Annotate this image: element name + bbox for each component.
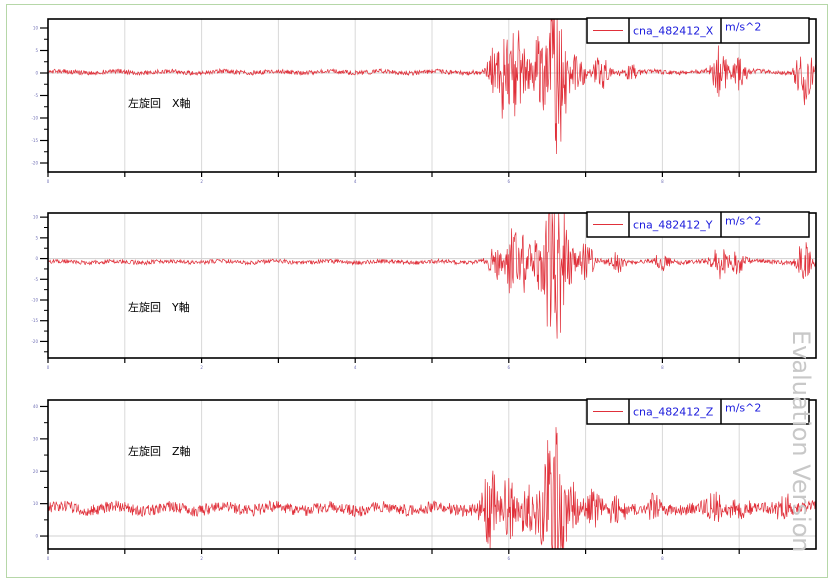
y-tick-label: 40 — [33, 404, 39, 409]
watermark-text: Evaluation Version — [787, 330, 815, 553]
y-tick-label: -15 — [31, 318, 38, 323]
x-tick-label: 2 — [200, 179, 203, 184]
y-tick-label: -5 — [34, 93, 38, 98]
x-tick-label: 6 — [508, 556, 511, 561]
x-tick-label: 0 — [47, 556, 50, 561]
legend-series-name: cna_482412_Y — [633, 219, 713, 232]
legend-box — [586, 211, 810, 238]
legend-box — [586, 17, 810, 44]
watermark: Evaluation Version — [785, 330, 815, 570]
series-line-3 — [47, 427, 817, 550]
y-tick-label: -20 — [31, 161, 38, 166]
x-tick-label: 2 — [200, 556, 203, 561]
y-tick-label: -15 — [31, 138, 38, 143]
x-tick-label: 4 — [354, 365, 357, 370]
axis-annotation: 左旋回 Y軸 — [128, 300, 190, 314]
x-tick-label: 8 — [661, 179, 664, 184]
x-tick-label: 0 — [47, 179, 50, 184]
chart-frame — [6, 4, 828, 578]
y-tick-label: -10 — [31, 116, 38, 121]
x-tick-label: 8 — [661, 365, 664, 370]
legend-series-name: cna_482412_X — [633, 25, 714, 38]
y-tick-label: 20 — [33, 469, 39, 474]
x-tick-label: 4 — [354, 179, 357, 184]
y-tick-label: 10 — [33, 215, 39, 220]
x-tick-label: 0 — [47, 365, 50, 370]
legend-unit: m/s^2 — [725, 215, 761, 228]
legend-series-name: cna_482412_Z — [633, 406, 714, 419]
y-tick-label: -10 — [31, 298, 38, 303]
y-tick-label: -5 — [34, 277, 38, 282]
x-tick-label: 2 — [200, 365, 203, 370]
x-tick-label: 6 — [508, 179, 511, 184]
series-line-2 — [47, 212, 817, 339]
legend-unit: m/s^2 — [725, 402, 761, 415]
y-tick-label: 10 — [33, 501, 39, 506]
legend-unit: m/s^2 — [725, 21, 761, 34]
y-tick-label: 0 — [35, 71, 38, 76]
axis-annotation: 左旋回 X軸 — [128, 96, 191, 110]
y-tick-label: 5 — [35, 48, 38, 53]
y-tick-label: -20 — [31, 339, 38, 344]
x-tick-label: 6 — [508, 365, 511, 370]
x-tick-label: 4 — [354, 556, 357, 561]
y-tick-label: 10 — [33, 26, 39, 31]
y-tick-label: 0 — [35, 256, 38, 261]
y-tick-label: 30 — [33, 436, 39, 441]
x-tick-label: 8 — [661, 556, 664, 561]
legend-box — [586, 398, 810, 425]
series-line-1 — [47, 18, 817, 155]
axis-annotation: 左旋回 Z軸 — [128, 444, 191, 458]
y-tick-label: 5 — [35, 235, 38, 240]
y-tick-label: 0 — [35, 534, 38, 539]
